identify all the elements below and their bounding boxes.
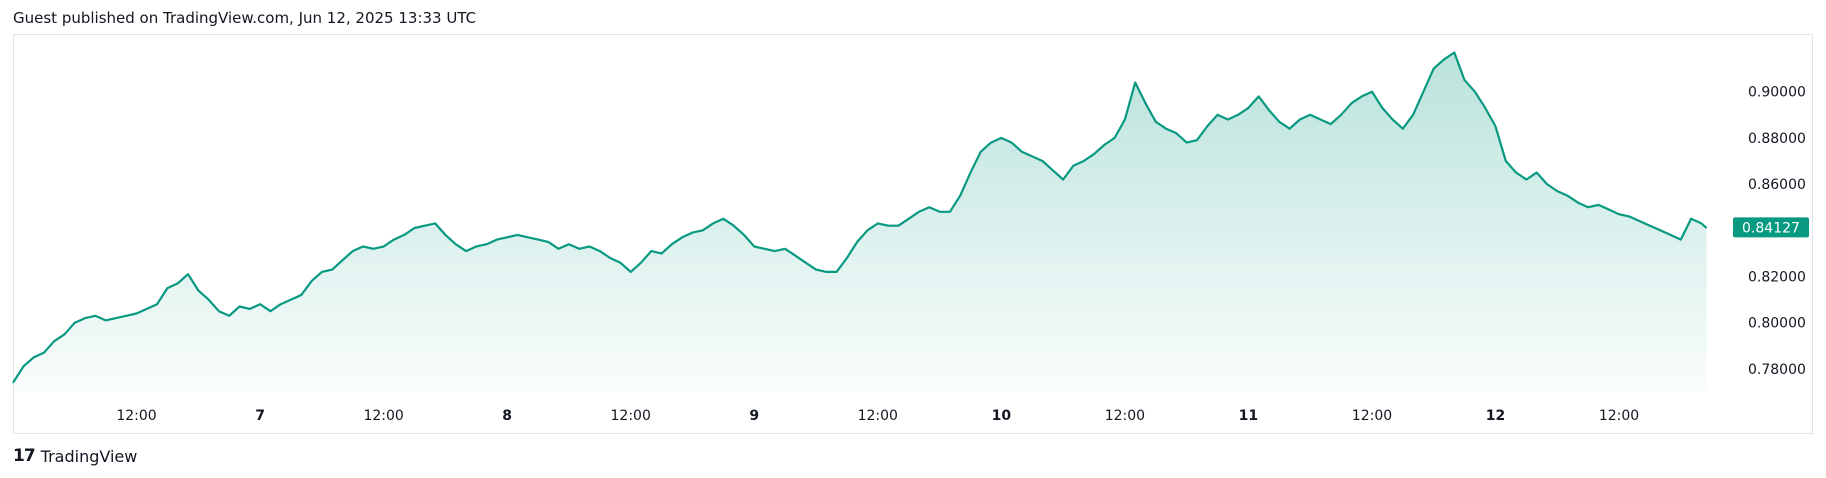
chart-frame: [13, 34, 1813, 434]
x-tick-label: 12:00: [1352, 408, 1392, 424]
x-tick-label: 12:00: [858, 408, 898, 424]
tradingview-logo-icon: 17: [13, 446, 36, 466]
x-tick-label: 7: [255, 408, 265, 424]
current-price-label: 0.84127: [1742, 220, 1800, 236]
price-line[interactable]: [12, 51, 1708, 384]
x-tick-label: 12:00: [1599, 408, 1639, 424]
x-tick-label: 12:00: [363, 408, 403, 424]
tradingview-brand: TradingView: [40, 446, 138, 466]
y-tick-label: 0.80000: [1748, 316, 1806, 332]
x-tick-label: 8: [502, 408, 512, 424]
x-tick-label: 12:00: [611, 408, 651, 424]
y-tick-label: 0.86000: [1748, 177, 1806, 193]
y-tick-label: 0.90000: [1748, 85, 1806, 101]
x-tick-label: 10: [992, 408, 1012, 424]
x-tick-label: 12: [1486, 408, 1505, 424]
y-tick-label: 0.88000: [1748, 131, 1806, 147]
y-tick-label: 0.78000: [1748, 362, 1806, 378]
x-tick-label: 12:00: [116, 408, 156, 424]
price-area-fill: [13, 52, 1707, 392]
x-tick-label: 12:00: [1105, 408, 1145, 424]
tradingview-footer[interactable]: 17 TradingView: [13, 446, 137, 466]
current-price-badge: [1733, 217, 1809, 238]
y-tick-label: 0.82000: [1748, 270, 1806, 286]
x-tick-label: 11: [1239, 408, 1258, 424]
publish-header: Guest published on TradingView.com, Jun …: [13, 9, 477, 27]
x-tick-label: 9: [749, 408, 759, 424]
